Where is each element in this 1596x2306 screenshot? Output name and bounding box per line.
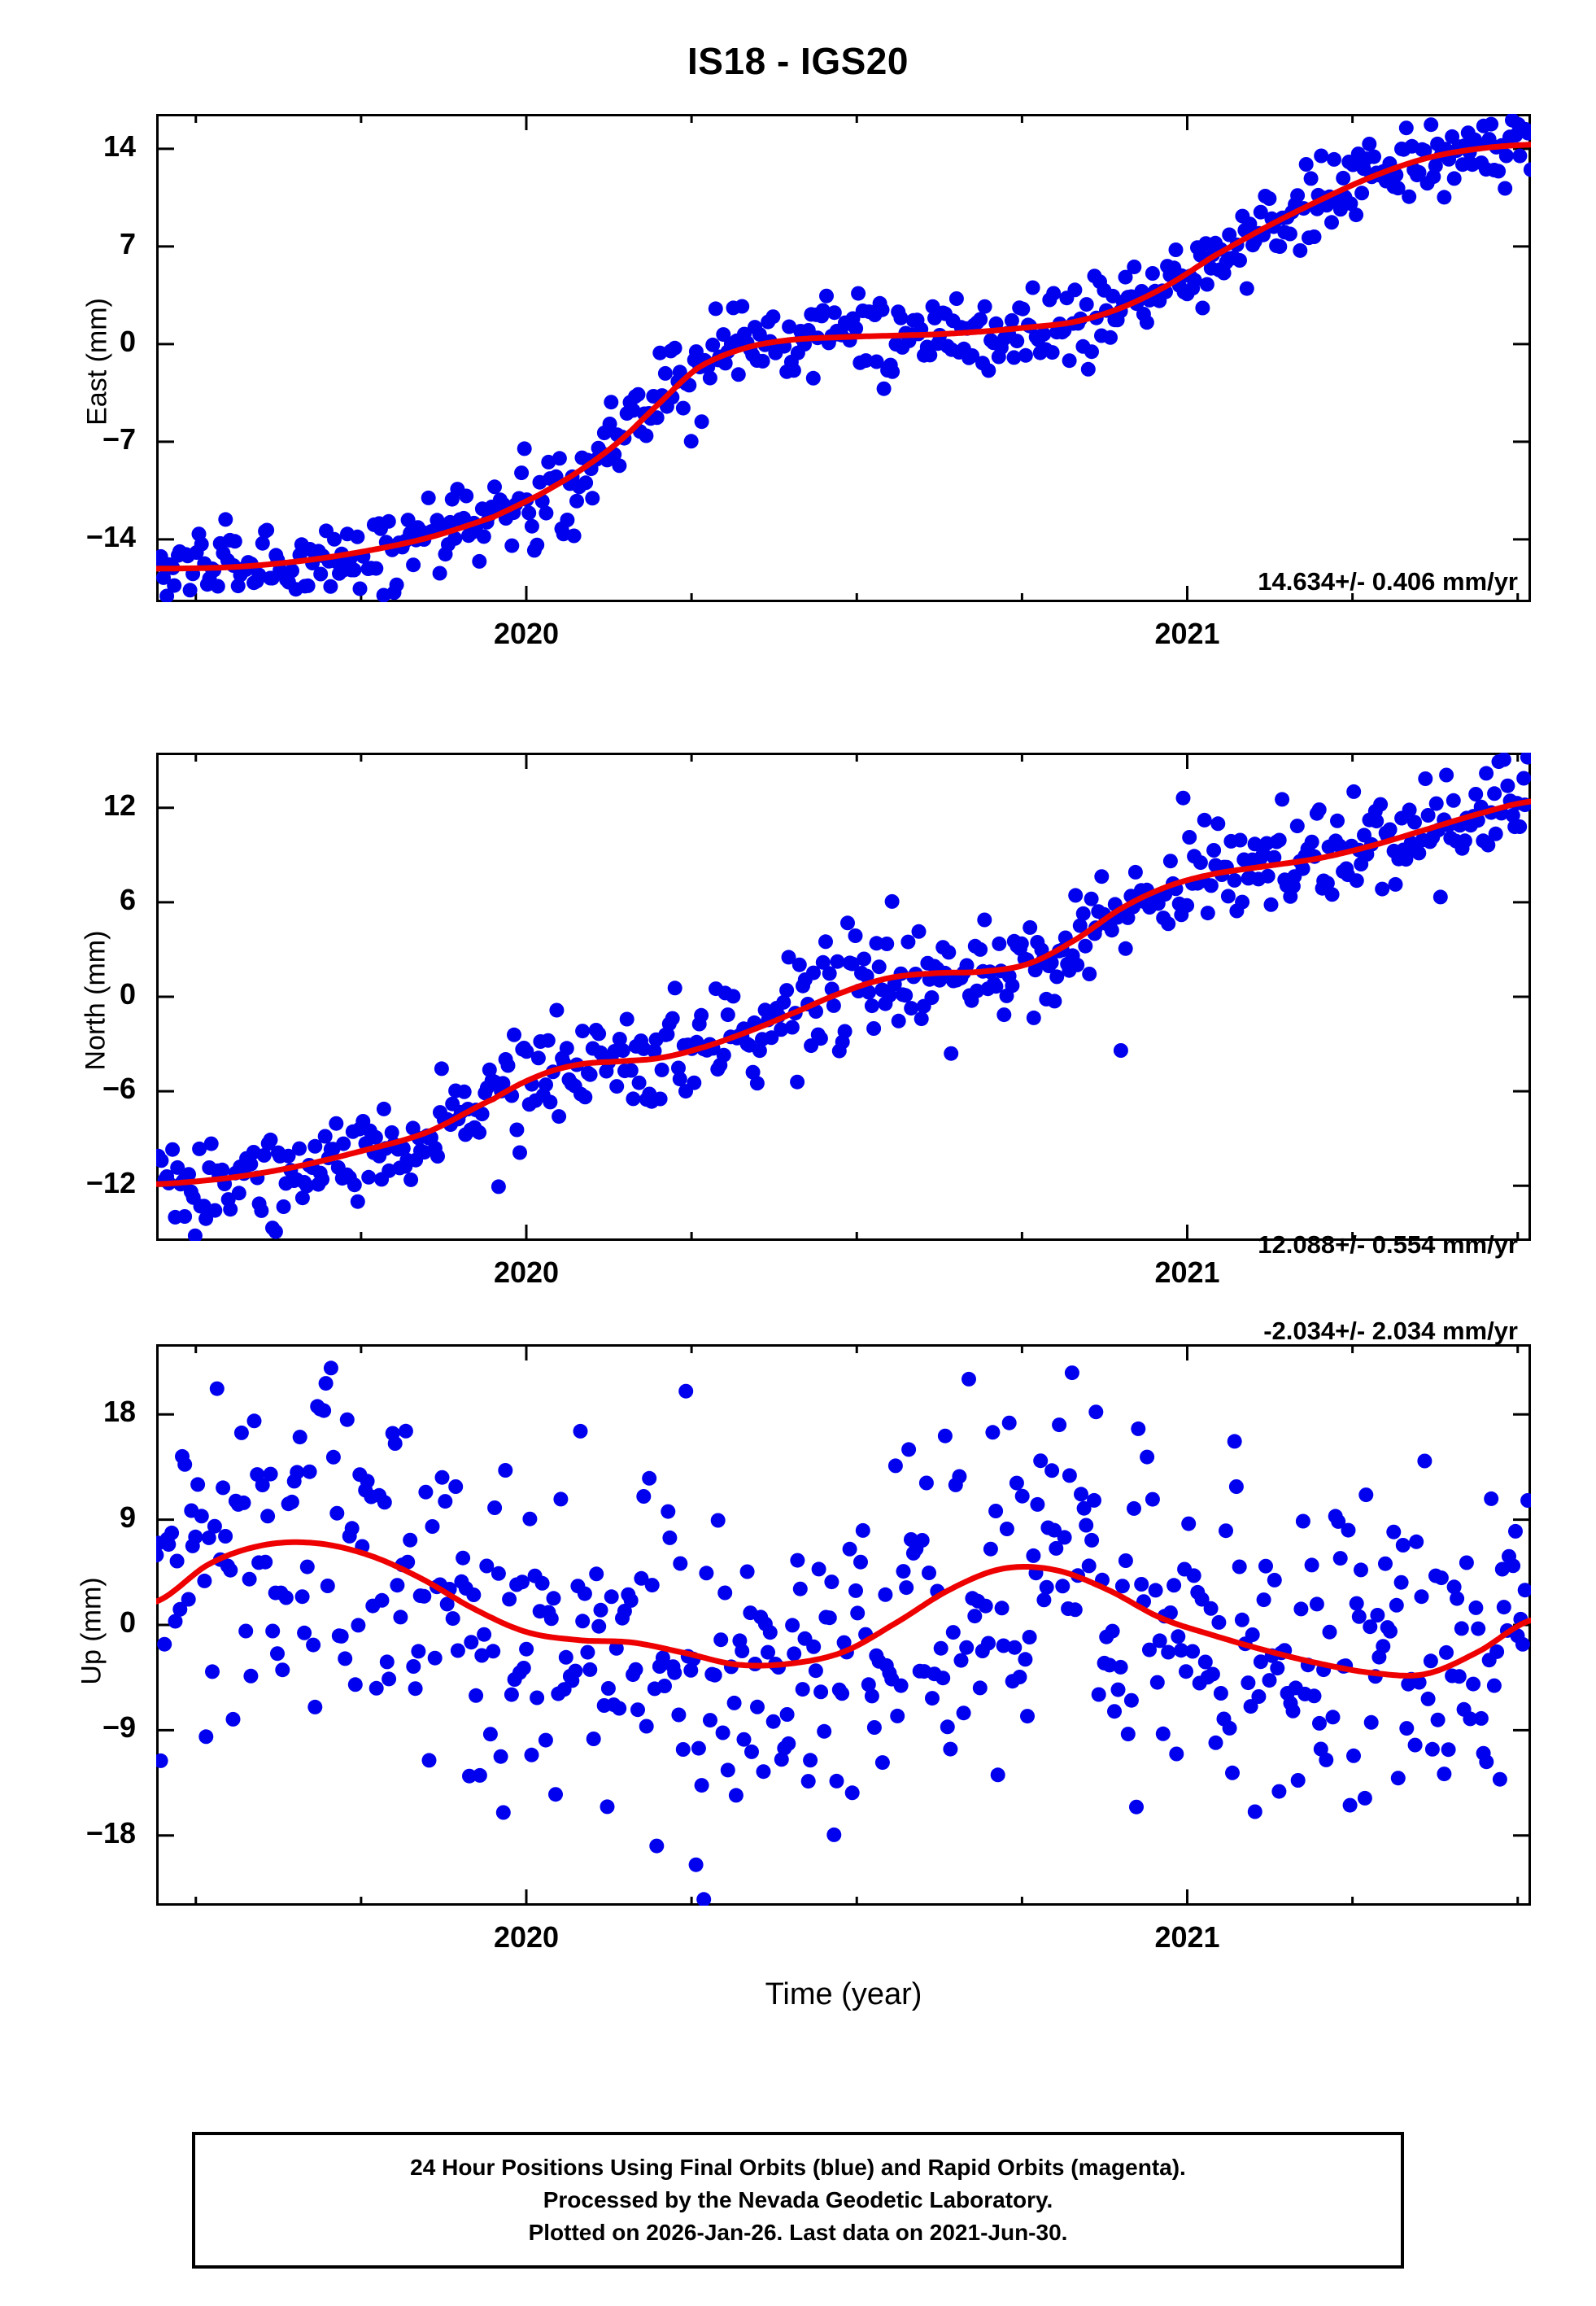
panel-north-rate-annotation: 12.088+/- 0.554 mm/yr: [1258, 1230, 1518, 1259]
panel-north-ytick: 12: [102, 788, 136, 822]
panel-north-ytick: −6: [102, 1072, 136, 1106]
footer-box: 24 Hour Positions Using Final Orbits (bl…: [192, 2132, 1404, 2269]
xaxis-title: Time (year): [765, 1977, 922, 2011]
panel-north-ytick: −12: [85, 1166, 136, 1200]
panel-up-xtick: 2020: [493, 1920, 560, 1954]
panel-up-ytick: 0: [119, 1605, 136, 1639]
footer-line-1: 24 Hour Positions Using Final Orbits (bl…: [410, 2155, 1186, 2181]
panel-up-frame: [156, 1344, 1531, 1906]
page-title: IS18 - IGS20: [687, 40, 909, 82]
panel-east-ytick: 14: [102, 129, 136, 163]
panel-up-rate-annotation: -2.034+/- 2.034 mm/yr: [1263, 1317, 1518, 1345]
panel-east-ytick: −7: [102, 421, 136, 456]
panel-east-plot-area: [156, 114, 1531, 602]
panel-east-xtick: 2020: [493, 617, 560, 650]
panel-north: [156, 753, 1531, 1241]
panel-east-ytick: −14: [85, 519, 136, 553]
panel-east-rate-annotation: 14.634+/- 0.406 mm/yr: [1258, 567, 1518, 596]
panel-north-xtick: 2020: [493, 1256, 560, 1289]
panel-north-ytick: 0: [119, 977, 136, 1011]
panel-east: [156, 114, 1531, 602]
panel-up-ytick: −9: [102, 1710, 136, 1745]
panel-up: [156, 1344, 1531, 1906]
footer-line-2: Processed by the Nevada Geodetic Laborat…: [543, 2187, 1053, 2213]
panel-up-xtick: 2021: [1154, 1920, 1220, 1954]
panel-up-ytick: 9: [119, 1500, 136, 1534]
panel-up-plot-area: [156, 1344, 1531, 1906]
panel-north-plot-area: [156, 753, 1531, 1241]
footer-line-3: Plotted on 2026-Jan-26. Last data on 202…: [528, 2219, 1068, 2245]
panel-east-ytick: 7: [119, 226, 136, 260]
panel-up-ytick: −18: [85, 1815, 136, 1850]
panel-north-ytick: 6: [119, 882, 136, 916]
panel-east-xtick: 2021: [1154, 617, 1220, 650]
panel-up-ytick: 18: [102, 1395, 136, 1429]
panel-east-ytick: 0: [119, 324, 136, 358]
panel-north-xtick: 2021: [1154, 1256, 1220, 1289]
